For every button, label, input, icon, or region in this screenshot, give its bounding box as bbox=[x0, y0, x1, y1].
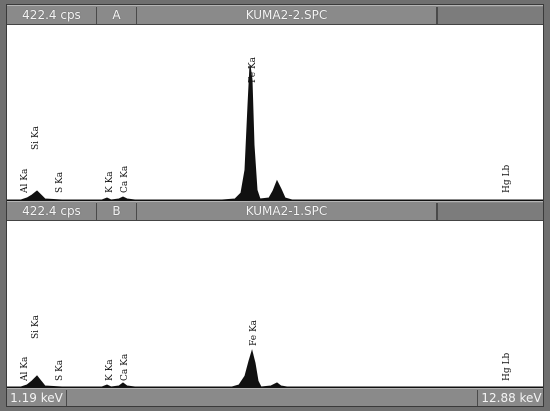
panel-a-spectrum[interactable]: Al Ka Si Ka S Ka K Ka Ca Ka Fe Ka Hg Lb bbox=[7, 25, 543, 201]
panel-b-spectrum[interactable]: Al Ka Si Ka S Ka K Ka Ca Ka Fe Ka Hg Lb bbox=[7, 221, 543, 388]
panel-b-header: 422.4 cps B KUMA2-1.SPC bbox=[7, 201, 543, 221]
panel-b-spectrum-trace bbox=[7, 349, 543, 388]
panel-a-header: 422.4 cps A KUMA2-2.SPC bbox=[7, 5, 543, 25]
panel-b-file-name: KUMA2-1.SPC bbox=[137, 203, 437, 220]
panel-a-count-rate: 422.4 cps bbox=[7, 7, 97, 24]
panel-a-peak-label-s: S Ka bbox=[55, 171, 65, 193]
energy-axis-bar: 1.19 keV 12.88 keV bbox=[7, 388, 543, 406]
panel-a-peak-label-si: Si Ka bbox=[31, 125, 41, 150]
panel-b-spectrum-plot: Al Ka Si Ka S Ka K Ka Ca Ka Fe Ka Hg Lb bbox=[7, 314, 543, 388]
panel-a-peak-label-fe: Fe Ka bbox=[248, 56, 258, 83]
panel-b-peak-label-si: Si Ka bbox=[31, 314, 41, 339]
panel-b-peak-labels: Al Ka Si Ka S Ka K Ka Ca Ka Fe Ka Hg Lb bbox=[20, 314, 512, 382]
panel-b-letter[interactable]: B bbox=[97, 203, 137, 220]
panel-b-header-spacer bbox=[437, 203, 543, 220]
panel-b-peak-label-k: K Ka bbox=[105, 359, 115, 381]
panel-b-peak-label-hg: Hg Lb bbox=[502, 353, 512, 381]
panel-a-peak-label-k: K Ka bbox=[105, 171, 115, 193]
energy-axis-end: 12.88 keV bbox=[477, 390, 543, 406]
energy-axis-start: 1.19 keV bbox=[7, 390, 67, 406]
panel-a-header-spacer bbox=[437, 7, 543, 24]
panel-a-letter[interactable]: A bbox=[97, 7, 137, 24]
panel-b-count-rate: 422.4 cps bbox=[7, 203, 97, 220]
panel-a-peak-label-hg: Hg Lb bbox=[502, 165, 512, 193]
panel-b-peak-label-al: Al Ka bbox=[20, 356, 30, 382]
spectrum-viewer: 422.4 cps A KUMA2-2.SPC Al Ka Si Ka S Ka… bbox=[6, 4, 544, 407]
panel-a-file-name: KUMA2-2.SPC bbox=[137, 7, 437, 24]
panel-b-peak-label-fe: Fe Ka bbox=[249, 319, 259, 346]
panel-a-peak-label-ca: Ca Ka bbox=[120, 165, 130, 193]
panel-a-spectrum-trace bbox=[7, 64, 543, 201]
panel-a-peak-labels: Al Ka Si Ka S Ka K Ka Ca Ka Fe Ka Hg Lb bbox=[20, 56, 512, 194]
panel-b-peak-label-ca: Ca Ka bbox=[120, 353, 130, 381]
panel-b-peak-label-s: S Ka bbox=[55, 359, 65, 381]
panel-a-peak-label-al: Al Ka bbox=[20, 168, 30, 194]
panel-a-spectrum-plot: Al Ka Si Ka S Ka K Ka Ca Ka Fe Ka Hg Lb bbox=[7, 56, 543, 201]
